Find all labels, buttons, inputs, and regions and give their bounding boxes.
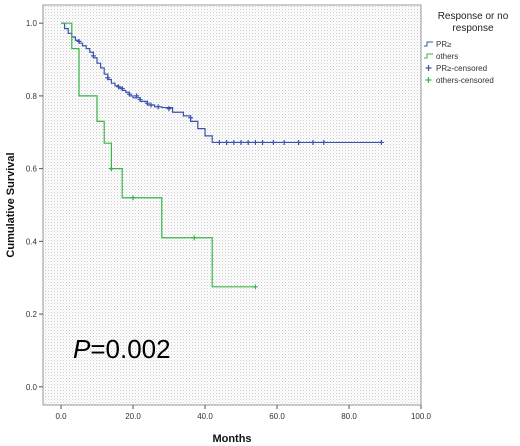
legend-title-line-2: response [452, 23, 494, 34]
censor-mark-pr [188, 115, 194, 121]
y-axis-label: Cumulative Survival [5, 152, 17, 257]
censor-mark-others [108, 166, 114, 172]
p-symbol: P [73, 334, 91, 364]
censor-mark-pr [134, 93, 140, 99]
y-tick-label: 0.6 [26, 165, 38, 174]
x-tick-label: 80.0 [341, 412, 357, 421]
censor-mark-pr [245, 139, 251, 145]
censor-mark-pr [126, 91, 132, 97]
censor-mark-pr [216, 139, 222, 145]
x-axis-label: Months [212, 433, 251, 445]
y-tick-label: 0.0 [26, 383, 38, 392]
legend-entry-label: PR≥-censored [436, 64, 487, 73]
series-layer [61, 22, 384, 290]
y-tick-label: 0.8 [26, 92, 38, 101]
censor-mark-pr [137, 97, 143, 103]
censor-mark-pr [260, 139, 266, 145]
y-tick-label: 0.4 [26, 237, 38, 246]
x-tick-label: 0.0 [55, 412, 67, 421]
legend-entry-label: PR≥ [436, 40, 452, 49]
censor-mark-others [252, 284, 258, 290]
legend-swatch-censor [425, 77, 432, 83]
legend-entries: PR≥ others PR≥-censored others-censored [424, 40, 494, 85]
censor-mark-pr [310, 139, 316, 145]
censor-mark-pr [296, 139, 302, 145]
plot-area [42, 4, 422, 406]
censor-mark-pr [155, 104, 161, 110]
censor-mark-pr [144, 100, 150, 106]
x-tick-label: 40.0 [197, 412, 213, 421]
censor-mark-pr [76, 38, 82, 44]
series-line-others [61, 22, 256, 288]
censor-mark-pr [270, 139, 276, 145]
y-tick-label: 0.2 [26, 310, 38, 319]
y-axis-ticks: 0.0 0.2 0.4 0.6 0.8 1.0 [26, 19, 43, 392]
censor-mark-pr [378, 139, 384, 145]
legend-entry-label: others-censored [436, 76, 494, 85]
legend-entry-label: others [436, 52, 458, 61]
x-tick-label: 60.0 [269, 412, 285, 421]
legend-swatch-censor [425, 65, 432, 71]
x-axis-ticks: 0.0 20.0 40.0 60.0 80.0 100.0 [55, 405, 432, 421]
legend-swatch-line [424, 41, 433, 47]
censor-mark-pr [321, 139, 327, 145]
censor-mark-pr [231, 139, 237, 145]
censor-mark-pr [281, 139, 287, 145]
censor-mark-pr [252, 139, 258, 145]
p-value: =0.002 [90, 334, 170, 364]
censor-mark-pr [148, 102, 154, 108]
p-value-annotation: P=0.002 [73, 334, 171, 364]
censor-mark-pr [90, 53, 96, 59]
censor-mark-pr [105, 75, 111, 81]
censor-mark-others [191, 235, 197, 241]
censor-mark-pr [224, 139, 230, 145]
x-tick-label: 100.0 [411, 412, 432, 421]
legend-swatch-line [424, 53, 433, 59]
censor-mark-pr [119, 86, 125, 92]
x-tick-label: 20.0 [125, 412, 141, 421]
legend-title-line-1: Response or no [438, 11, 509, 22]
legend: Response or no response PR≥ others PR≥-cen… [424, 11, 509, 85]
censor-mark-pr [166, 106, 172, 112]
censor-mark-pr [238, 139, 244, 145]
y-tick-label: 1.0 [26, 19, 38, 28]
censor-mark-others [130, 195, 136, 201]
censor-mark-pr [116, 84, 122, 90]
